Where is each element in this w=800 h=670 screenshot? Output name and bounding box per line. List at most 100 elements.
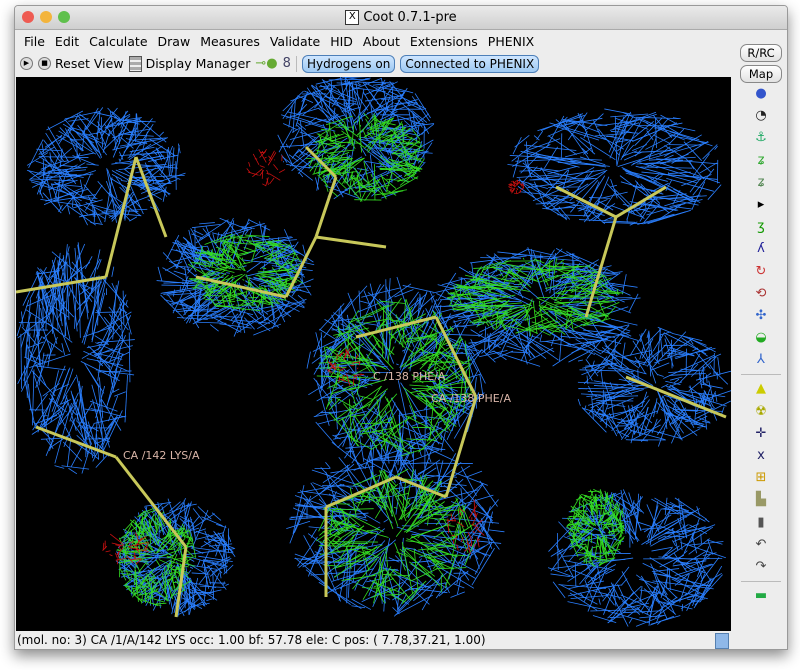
mesh-line (641, 118, 666, 131)
mesh-line (386, 121, 403, 145)
mesh-line (559, 274, 601, 279)
mesh-line (486, 254, 494, 260)
molecule-icon[interactable]: 8 (282, 56, 291, 71)
menu-validate[interactable]: Validate (269, 33, 321, 49)
mesh-line (138, 508, 159, 517)
mesh-line (393, 578, 433, 617)
mesh-line (76, 152, 94, 157)
mesh-line (202, 302, 223, 317)
zoom-button[interactable] (58, 11, 70, 23)
mesh-line (260, 274, 295, 287)
mesh-line (450, 501, 493, 518)
mesh-line (579, 545, 587, 552)
mesh-line (219, 261, 236, 265)
mesh-line (286, 164, 311, 169)
mesh-line (128, 542, 149, 547)
real-space-icon[interactable]: ʒ (757, 219, 765, 235)
mesh-line (168, 147, 172, 176)
mesh-line (669, 376, 683, 381)
menu-extensions[interactable]: Extensions (409, 33, 478, 49)
mesh-line (391, 140, 405, 152)
graphics-canvas[interactable]: CA /142 LYS/A C /138 PHE/A CA /138 PHE/A (16, 77, 731, 631)
side-chain-icon[interactable]: ◒ (755, 330, 767, 346)
mesh-line (67, 392, 79, 417)
menu-edit[interactable]: Edit (54, 33, 80, 49)
mesh-line (620, 489, 631, 534)
hazard-icon[interactable]: ▲ (756, 381, 766, 397)
mesh-line (700, 557, 720, 582)
ramachandran-icon[interactable]: ʑ (757, 152, 765, 168)
mesh-line (138, 597, 159, 607)
mesh-line (665, 380, 681, 385)
more-icon[interactable]: ▸ (757, 196, 765, 212)
mesh-line (291, 115, 312, 123)
map-button[interactable]: Map (740, 65, 782, 83)
mesh-line (453, 294, 516, 310)
mesh-line (367, 546, 389, 564)
mesh-line (651, 615, 681, 625)
stamp-icon[interactable]: ▙ (756, 492, 766, 508)
hydrogens-toggle[interactable]: Hydrogens on (301, 54, 396, 73)
mesh-line (289, 502, 306, 544)
undo-icon[interactable]: ↶ (755, 536, 767, 552)
mesh-line (38, 170, 52, 193)
mesh-line (533, 135, 540, 141)
mesh-line (244, 229, 249, 236)
place-atom-icon[interactable]: ⊞ (755, 470, 767, 486)
reset-view-button[interactable]: ■ Reset View (38, 56, 124, 71)
add-atom-icon[interactable]: ✛ (755, 425, 767, 441)
key-icon[interactable]: ⊸● (255, 56, 278, 71)
mesh-line (333, 385, 382, 421)
regularize-icon[interactable]: ◔ (755, 108, 767, 124)
menu-phenix[interactable]: PHENIX (487, 33, 535, 49)
minimize-button[interactable] (40, 11, 52, 23)
mesh-line (547, 567, 575, 578)
rrc-button[interactable]: R/RC (740, 44, 782, 62)
backrub-icon[interactable]: ʑ (757, 174, 765, 190)
mesh-line (717, 357, 721, 375)
menu-calculate[interactable]: Calculate (89, 33, 148, 49)
menu-measures[interactable]: Measures (200, 33, 260, 49)
mesh-line (645, 175, 693, 203)
delete-icon[interactable]: ▮ (757, 514, 765, 530)
menu-file[interactable]: File (24, 33, 45, 49)
menu-about[interactable]: About (362, 33, 400, 49)
refine-icon[interactable]: ● (755, 86, 767, 101)
mesh-line (378, 161, 403, 182)
phenix-toggle[interactable]: Connected to PHENIX (400, 54, 540, 73)
mesh-line (465, 344, 486, 384)
forward-icon[interactable]: ▶ (20, 57, 33, 70)
torsion-icon[interactable]: ⅄ (757, 352, 765, 368)
mesh-line (471, 547, 495, 586)
mesh-line (673, 378, 680, 384)
flag-icon[interactable]: ▬ (754, 588, 768, 604)
menu-hid[interactable]: HID (330, 33, 353, 49)
mesh-line (237, 250, 255, 255)
display-manager-button[interactable]: Display Manager (128, 55, 250, 72)
mesh-line (516, 329, 543, 352)
rigid-body-icon[interactable]: ⚓ (755, 130, 767, 146)
mesh-line (450, 591, 465, 598)
mesh-line (120, 136, 134, 149)
close-button[interactable] (22, 11, 34, 23)
rotate-icon[interactable]: ↻ (755, 263, 767, 279)
mesh-line (34, 393, 48, 412)
mesh-line (318, 107, 344, 131)
mesh-line (97, 180, 113, 198)
mesh-line (326, 399, 333, 407)
menu-draw[interactable]: Draw (157, 33, 191, 49)
redo-icon[interactable]: ↷ (755, 558, 767, 574)
mesh-line (139, 141, 147, 146)
mesh-line (588, 406, 595, 415)
mesh-line (510, 182, 516, 188)
mesh-line (82, 284, 94, 290)
mesh-line (69, 399, 79, 422)
radiation-icon[interactable]: ☢ (755, 403, 767, 419)
add-residue-icon[interactable]: ʎ (757, 241, 765, 257)
flip-icon[interactable]: ✣ (755, 307, 767, 323)
rotamer-icon[interactable]: ⟲ (755, 285, 767, 301)
mesh-line (521, 333, 555, 353)
add-alt-icon[interactable]: ⅹ (757, 448, 765, 463)
mesh-line (137, 562, 147, 575)
mesh-line (45, 188, 89, 202)
